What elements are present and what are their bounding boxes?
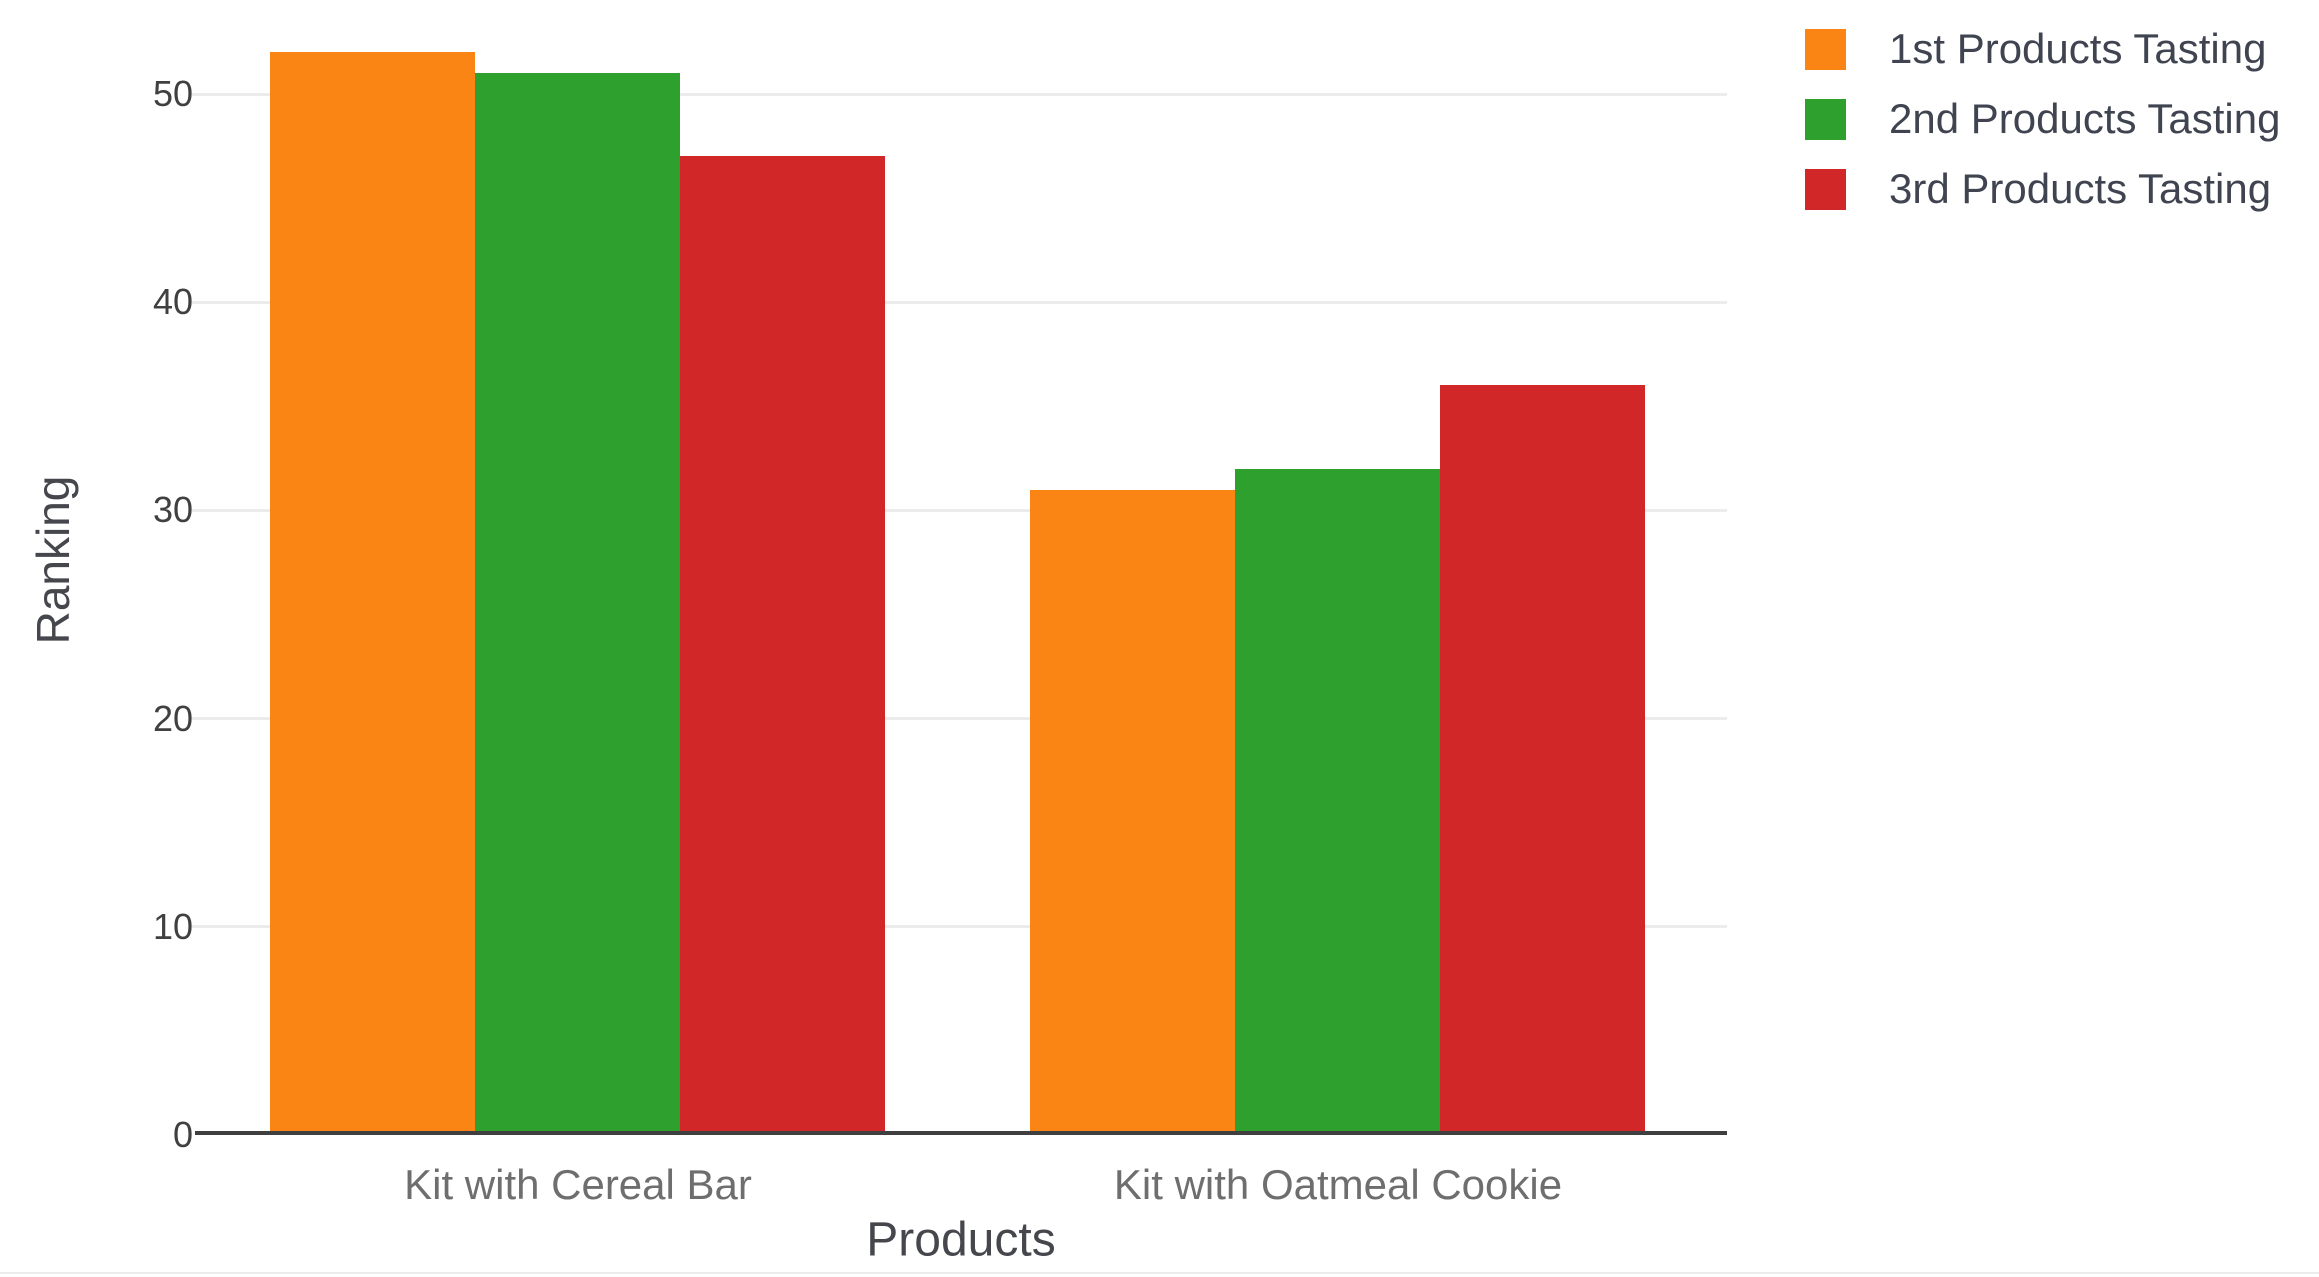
legend-item-3[interactable]: 3rd Products Tasting	[1805, 165, 2280, 213]
y-tick-label: 40	[152, 281, 193, 322]
bar-1st-products-tasting-1[interactable]	[270, 52, 475, 1135]
legend: 1st Products Tasting 2nd Products Tasting…	[1805, 25, 2280, 235]
gridline	[192, 93, 1727, 96]
x-tick-label: Kit with Oatmeal Cookie	[1113, 1161, 1563, 1208]
gridline	[192, 925, 1727, 928]
x-tick-label: Kit with Cereal Bar	[404, 1161, 752, 1208]
bar-3rd-products-tasting-2[interactable]	[1440, 385, 1645, 1135]
y-tick-label: 30	[152, 489, 193, 530]
bar-2nd-products-tasting-1[interactable]	[475, 73, 680, 1135]
page-bottom-border	[0, 1272, 2319, 1274]
x-axis-title: Products	[866, 1213, 1056, 1267]
legend-item-1[interactable]: 1st Products Tasting	[1805, 25, 2280, 73]
y-tick-label: 20	[152, 698, 193, 739]
y-tick-label: 0	[172, 1114, 193, 1155]
y-tick-label: 50	[152, 73, 193, 114]
legend-swatch-icon	[1805, 98, 1846, 140]
x-axis-line	[195, 1131, 1727, 1135]
gridline	[192, 509, 1727, 512]
bar-1st-products-tasting-2[interactable]	[1030, 490, 1235, 1135]
bar-2nd-products-tasting-2[interactable]	[1235, 469, 1440, 1135]
legend-item-2[interactable]: 2nd Products Tasting	[1805, 95, 2280, 143]
legend-label: 1st Products Tasting	[1889, 25, 2267, 72]
gridline	[192, 717, 1727, 720]
bar-3rd-products-tasting-1[interactable]	[680, 156, 885, 1135]
legend-label: 3rd Products Tasting	[1889, 165, 2272, 212]
y-tick-label: 10	[152, 906, 193, 947]
legend-swatch-icon	[1805, 28, 1846, 70]
gridline	[192, 301, 1727, 304]
legend-label: 2nd Products Tasting	[1889, 95, 2281, 142]
legend-swatch-icon	[1805, 168, 1846, 210]
